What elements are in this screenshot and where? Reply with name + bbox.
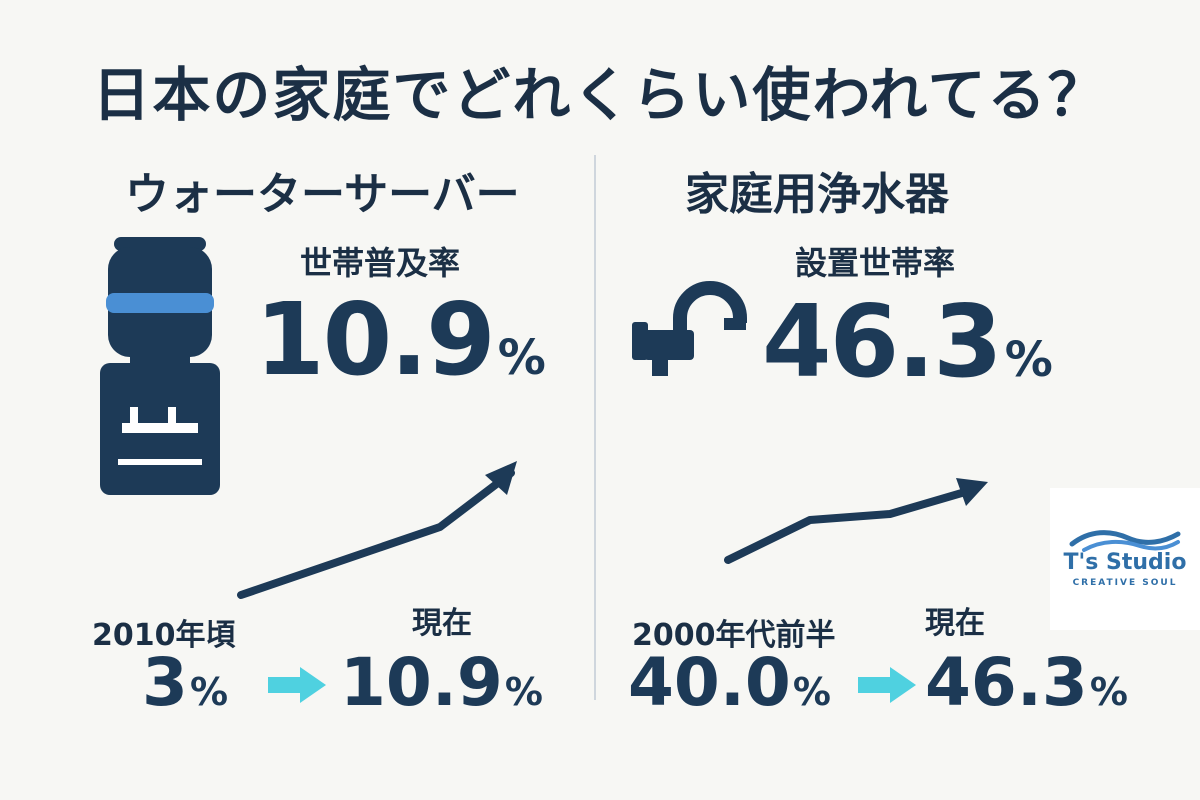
- left-to-value: 10.9%: [340, 644, 543, 721]
- right-to-value: 46.3%: [925, 644, 1128, 721]
- water-dispenser-icon: [100, 237, 220, 495]
- center-divider: [594, 155, 596, 700]
- right-stat-value: 46.3%: [762, 283, 1053, 400]
- studio-logo: T's Studio CREATIVE SOUL: [1050, 488, 1200, 630]
- left-stat-value: 10.9%: [255, 281, 546, 398]
- water-purifier-heading: 家庭用浄水器: [685, 169, 949, 220]
- logo-name: T's Studio: [1063, 550, 1187, 575]
- right-trend-arrow: [724, 478, 988, 564]
- page-title: 日本の家庭でどれくらい使われてる？: [92, 61, 1108, 129]
- right-from-value: 40.0%: [628, 644, 831, 721]
- left-stat-label: 世帯普及率: [300, 244, 461, 282]
- right-stat-label: 設置世帯率: [795, 244, 956, 282]
- water-server-heading: ウォーターサーバー: [125, 169, 520, 220]
- left-from-label: 2010年頃: [92, 618, 236, 653]
- right-to-label: 現在: [925, 606, 985, 641]
- left-to-label: 現在: [412, 606, 472, 641]
- faucet-icon: [632, 281, 747, 376]
- right-from-label: 2000年代前半: [632, 618, 836, 653]
- right-cyan-arrow-icon: [858, 667, 916, 703]
- left-trend-arrow: [237, 461, 517, 599]
- logo-tagline: CREATIVE SOUL: [1072, 578, 1178, 588]
- left-cyan-arrow-icon: [268, 667, 326, 703]
- left-from-value: 3%: [142, 644, 229, 721]
- wave-icon: [1069, 530, 1181, 552]
